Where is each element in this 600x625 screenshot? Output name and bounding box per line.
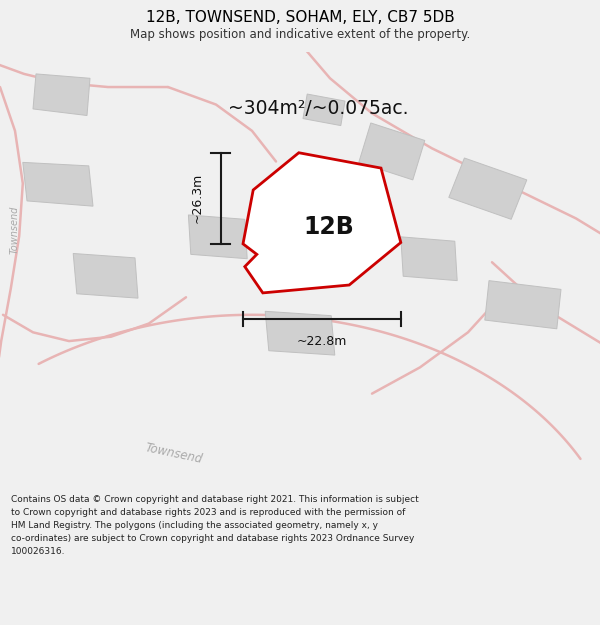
- Polygon shape: [401, 237, 457, 281]
- Polygon shape: [449, 158, 527, 219]
- Polygon shape: [265, 311, 335, 355]
- Polygon shape: [23, 162, 93, 206]
- Text: ~304m²/~0.075ac.: ~304m²/~0.075ac.: [228, 99, 408, 119]
- Text: Townsend: Townsend: [10, 205, 19, 254]
- Text: ~22.8m: ~22.8m: [296, 336, 347, 349]
- Polygon shape: [188, 215, 247, 259]
- Text: ~26.3m: ~26.3m: [190, 173, 203, 223]
- Text: Map shows position and indicative extent of the property.: Map shows position and indicative extent…: [130, 28, 470, 41]
- Polygon shape: [33, 74, 90, 116]
- Text: Townsend: Townsend: [144, 442, 204, 466]
- Polygon shape: [73, 254, 138, 298]
- Polygon shape: [243, 152, 401, 293]
- Polygon shape: [359, 123, 425, 180]
- Text: 12B: 12B: [304, 215, 354, 239]
- Text: Contains OS data © Crown copyright and database right 2021. This information is : Contains OS data © Crown copyright and d…: [11, 496, 419, 556]
- Text: 12B, TOWNSEND, SOHAM, ELY, CB7 5DB: 12B, TOWNSEND, SOHAM, ELY, CB7 5DB: [146, 11, 454, 26]
- Polygon shape: [485, 281, 561, 329]
- Polygon shape: [303, 94, 345, 126]
